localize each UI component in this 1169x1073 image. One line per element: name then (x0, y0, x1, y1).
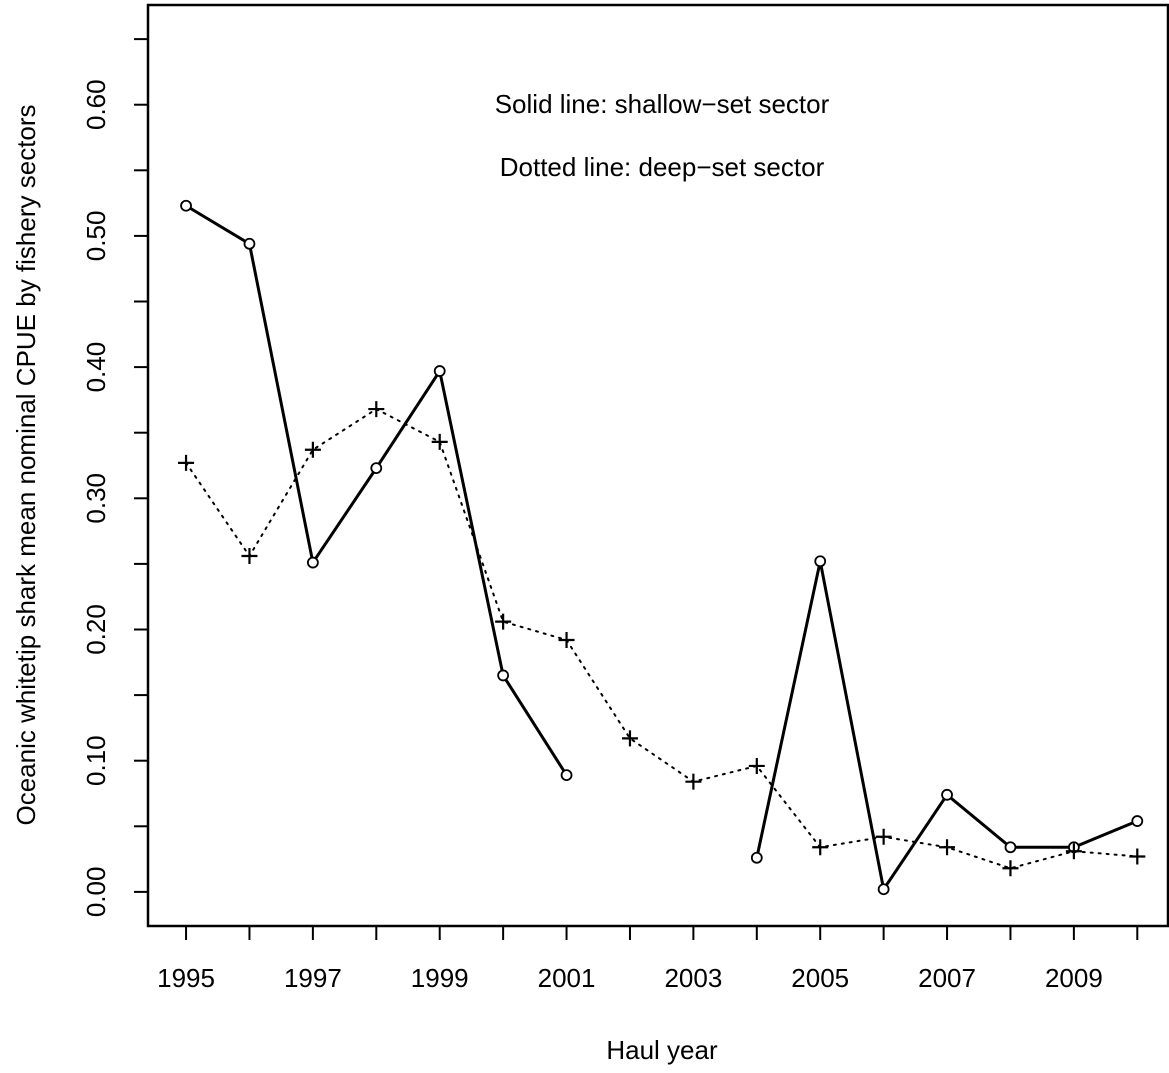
y-tick-label: 0.60 (81, 79, 111, 130)
x-tick-label: 2007 (918, 963, 976, 993)
point (560, 769, 573, 782)
point (558, 631, 575, 648)
annotation: Solid line: shallow−set sector (495, 89, 830, 119)
point (1131, 815, 1144, 827)
point (304, 441, 321, 458)
x-tick-label: 1997 (284, 963, 342, 993)
plot-frame (146, 3, 1169, 928)
point (877, 883, 890, 896)
annotation: Dotted line: deep−set sector (500, 152, 825, 182)
x-tick-label: 1999 (411, 963, 469, 993)
point (1004, 841, 1017, 854)
point (939, 839, 956, 856)
point (875, 828, 892, 845)
y-tick-label: 0.20 (81, 604, 111, 655)
point (368, 401, 385, 418)
x-tick-label: 1995 (157, 963, 215, 993)
series-line (185, 204, 1138, 894)
point (812, 839, 829, 856)
point (178, 454, 195, 471)
x-tick-label: 2005 (791, 963, 849, 993)
y-tick-label: 0.50 (81, 211, 111, 262)
x-axis-label: Haul year (606, 1035, 718, 1065)
point (621, 730, 638, 747)
point (497, 669, 510, 682)
y-tick-label: 0.00 (81, 867, 111, 918)
point (1129, 848, 1146, 865)
point (941, 788, 953, 801)
point (748, 757, 765, 774)
x-tick-label: 2001 (538, 963, 596, 993)
point (370, 462, 383, 475)
point (1065, 843, 1082, 860)
point (1002, 860, 1019, 877)
x-tick-label: 2003 (664, 963, 722, 993)
x-tick-label: 2009 (1045, 963, 1103, 993)
point (495, 613, 512, 630)
point (243, 237, 256, 250)
point (750, 851, 763, 864)
y-tick-label: 0.40 (81, 342, 111, 393)
point (241, 548, 258, 565)
point (433, 365, 446, 377)
y-tick-label: 0.10 (81, 735, 111, 786)
series-line (185, 407, 1139, 870)
point (306, 556, 319, 569)
y-tick-label: 0.30 (81, 473, 111, 524)
point (180, 199, 192, 212)
point (431, 433, 448, 450)
point (814, 555, 827, 568)
point (685, 773, 702, 790)
y-axis-label: Oceanic whitetip shark mean nominal CPUE… (11, 104, 41, 825)
